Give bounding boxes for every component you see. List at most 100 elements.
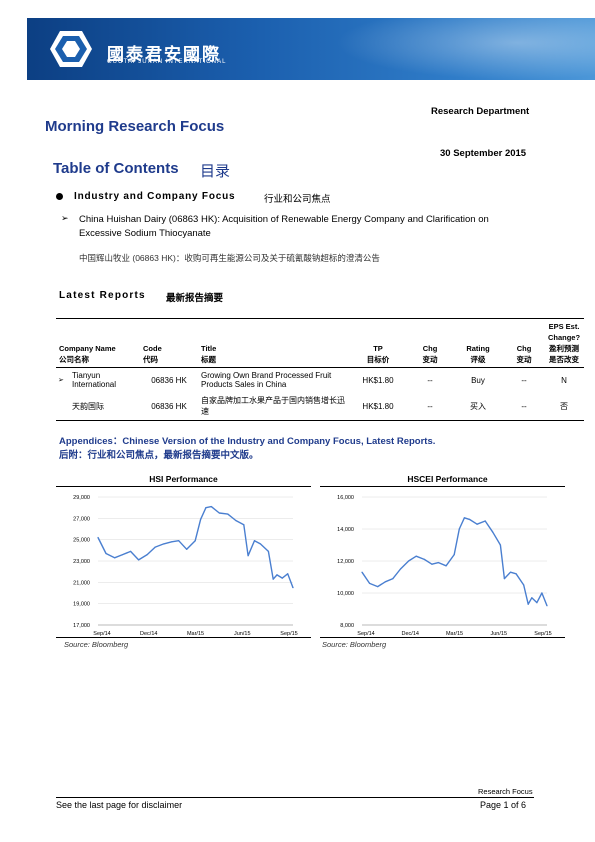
data-point (499, 544, 501, 546)
arrow-bullet-icon: ➢ (58, 377, 64, 384)
cell-code: 06836 HK (151, 401, 187, 411)
data-point (445, 565, 447, 567)
col-eps: EPS Est. Change? 盈利预测 是否改变 (547, 322, 581, 364)
chart-title-hscei: HSCEI Performance (407, 474, 488, 484)
data-point (292, 587, 294, 589)
footer-disclaimer[interactable]: See the last page for disclaimer (56, 800, 183, 810)
latest-reports-table: Company Name 公司名称 Code 代码 Title 标题 TP 目标价 Ch… (56, 318, 584, 421)
x-tick-label: Jun/15 (234, 631, 251, 637)
col-tp-chg: Chg 变动 (422, 344, 438, 364)
chart-frame-hscei: 16,000 14,000 12,000 10,000 8,000 Sep/14 Dec/1… (320, 486, 565, 638)
data-point (243, 524, 245, 526)
appendix-note: Appendices：Chinese Version of the Indust… (59, 436, 436, 447)
x-tick-label: Sep/15 (534, 631, 551, 637)
research-department: Research Department (431, 106, 530, 117)
cell-eps: N (561, 375, 567, 385)
data-point (492, 531, 494, 533)
footer-divider (56, 797, 534, 798)
footer-page-number: Page 1 of 6 (480, 800, 527, 810)
data-point (218, 512, 220, 514)
data-point (227, 513, 229, 515)
bullet-icon (56, 193, 63, 200)
data-point (129, 550, 132, 552)
chart-frame-hsi: 29,000 27,000 25,000 23,000 21,000 19,000 17,0… (56, 486, 311, 638)
section-latest-reports-cn: 最新报告摘要 (166, 293, 224, 304)
col-code: Code 代码 (143, 344, 162, 364)
data-point (399, 568, 402, 570)
data-point (171, 541, 173, 543)
data-point (259, 543, 262, 545)
data-point (437, 562, 440, 564)
cell-rating: 买入 (470, 401, 486, 411)
table-row[interactable]: 天韵国际 06836 HK 自家品牌加工水果产品于国内销售增长迅速 HK$1.8… (56, 392, 584, 421)
chart-title-hsi: HSI Performance (149, 474, 218, 484)
data-point (541, 592, 543, 594)
data-point (154, 546, 156, 548)
cell-eps: 否 (560, 401, 568, 411)
data-point (247, 555, 249, 557)
data-point (527, 603, 529, 605)
cell-rating: Buy (471, 375, 485, 385)
x-tick-label: Sep/14 (357, 631, 374, 637)
data-point (113, 557, 116, 559)
series-line (361, 517, 548, 607)
toc-item-link-cn[interactable]: 中国辉山牧业 (06863 HK)：收购可再生能源公司及关于硫氰酸钠超标的澄清公… (79, 253, 380, 263)
series-line (97, 505, 294, 588)
x-tick-label: Sep/15 (280, 631, 297, 637)
data-point (515, 573, 517, 575)
section-latest-reports: Latest Reports (59, 290, 146, 301)
x-tick-label: Jun/15 (490, 631, 507, 637)
cell-title[interactable]: 自家品牌加工水果产品于国内销售增长迅速 (201, 396, 345, 416)
toc-heading: Table of Contents (53, 160, 179, 177)
y-tick-label: 23,000 (73, 559, 90, 565)
data-point (146, 554, 148, 556)
data-point (458, 528, 460, 530)
data-point (194, 540, 196, 542)
data-point (536, 602, 538, 604)
data-point (408, 560, 410, 562)
cell-company: 天韵国际 (72, 401, 104, 411)
col-company: Company Name 公司名称 (59, 344, 116, 364)
x-tick-label: Sep/14 (93, 631, 110, 637)
data-point (384, 581, 386, 583)
data-point (138, 559, 140, 561)
cell-tp-chg: -- (427, 401, 433, 411)
y-tick-label: 21,000 (73, 580, 90, 586)
footer-section-name: Research Focus (478, 787, 533, 796)
cell-title[interactable]: Growing Own Brand Processed Fruit Produc… (201, 371, 332, 389)
toc-item-link[interactable]: China Huishan Dairy (06863 HK): Acquisit… (79, 214, 489, 239)
col-rating-chg: Chg 变动 (516, 344, 532, 364)
chart-source-hscei: Source: Bloomberg (322, 640, 387, 649)
y-tick-label: 16,000 (337, 495, 354, 501)
cell-rating-chg: -- (521, 401, 527, 411)
data-point (392, 578, 394, 580)
table-row[interactable]: ➢ Tianyun International 06836 HK Growing … (56, 367, 584, 393)
y-tick-label: 12,000 (337, 559, 354, 565)
cell-tp: HK$1.80 (362, 401, 394, 411)
cell-tp: HK$1.80 (362, 375, 394, 385)
y-tick-label: 19,000 (73, 602, 90, 608)
arrow-bullet-icon: ➢ (61, 213, 69, 223)
cell-tp-chg: -- (427, 375, 433, 385)
x-tick-label: Dec/14 (140, 631, 157, 637)
data-point (361, 571, 363, 573)
data-point (431, 563, 433, 565)
y-tick-label: 17,000 (73, 623, 90, 629)
data-point (281, 577, 283, 579)
data-point (210, 506, 212, 508)
data-point (476, 523, 478, 525)
cell-code: 06836 HK (151, 375, 187, 385)
y-tick-label: 14,000 (337, 527, 354, 533)
col-title: Title 标题 (201, 344, 217, 364)
data-point (468, 518, 471, 520)
header-banner: 國泰君安國際 GUOTAI JUNAN INTERNATIONAL (27, 18, 595, 80)
data-point (267, 550, 270, 552)
data-point (523, 584, 525, 586)
report-date: 30 September 2015 (440, 148, 527, 159)
data-point (415, 555, 417, 557)
data-point (272, 578, 274, 580)
data-point (276, 574, 278, 576)
banner-glow (335, 18, 595, 80)
data-point (509, 571, 512, 573)
